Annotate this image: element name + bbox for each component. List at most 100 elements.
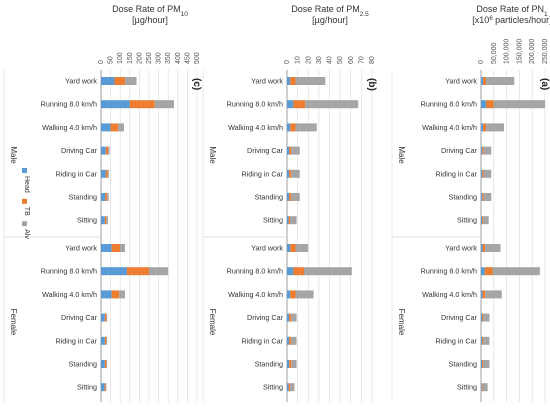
category-label: Yard work <box>65 77 97 86</box>
bar-tb <box>111 290 120 299</box>
tick-label: 70 <box>358 56 365 64</box>
bar-tb <box>293 100 306 109</box>
bar-alv <box>493 100 545 109</box>
bar-tb <box>290 290 296 299</box>
category-label: Driving Car <box>247 146 284 155</box>
tick-label: 50,000 <box>491 42 498 64</box>
group-label: Female <box>397 309 406 336</box>
tick-label: 200 <box>136 52 143 64</box>
bar-tb <box>482 169 484 178</box>
bar-alv <box>120 244 125 252</box>
bar-tb <box>482 146 484 155</box>
bar-tb <box>289 313 292 322</box>
bar-tb <box>482 244 486 252</box>
category-label: Sitting <box>457 383 477 392</box>
tick-label: 50 <box>337 56 344 64</box>
bar-alv <box>291 146 300 155</box>
category-label: Standing <box>255 360 283 369</box>
bar-tb <box>114 77 125 85</box>
bar-alv <box>295 77 326 85</box>
bar-alv <box>154 100 174 109</box>
bar-head <box>481 193 483 201</box>
bar-tb <box>104 313 107 322</box>
bar-alv <box>483 313 490 322</box>
category-label: Driving Car <box>61 146 98 155</box>
category-label: Walking 4.0 km/h <box>228 123 283 132</box>
bar-alv <box>295 244 309 252</box>
tick-label: 450 <box>184 52 191 64</box>
category-label: Walking 4.0 km/h <box>422 290 477 299</box>
bar-head <box>101 290 112 299</box>
bar-tb <box>110 123 119 132</box>
bar-head <box>481 146 483 155</box>
category-label: Walking 4.0 km/h <box>42 123 97 132</box>
category-label: Walking 4.0 km/h <box>228 290 283 299</box>
bar-tb <box>104 360 107 368</box>
bar-tb <box>105 193 108 201</box>
bar-tb <box>481 383 483 392</box>
category-label: Driving Car <box>61 313 98 322</box>
category-label: Driving Car <box>441 313 478 322</box>
bar-tb <box>289 336 292 345</box>
bar-alv <box>125 77 137 85</box>
tick-label: 100 <box>117 52 124 64</box>
bar-tb <box>290 77 296 85</box>
bar-alv <box>483 216 489 225</box>
bar-head <box>287 336 290 345</box>
group-label: Female <box>208 309 217 336</box>
bar-tb <box>484 267 493 276</box>
legend-label: Alv <box>23 229 30 239</box>
category-label: Walking 4.0 km/h <box>422 123 477 132</box>
bar-tb <box>129 100 155 109</box>
bar-head <box>481 169 483 178</box>
bar-head <box>101 216 105 225</box>
tick-label: 350 <box>165 52 172 64</box>
bar-alv <box>485 244 501 252</box>
category-label: Sitting <box>263 216 283 225</box>
chart-unit: [µg/hour] <box>312 15 348 25</box>
legend-swatch-head <box>22 168 27 173</box>
chart-title: Dose Rate of PN1 <box>476 4 548 18</box>
bar-head <box>481 290 483 299</box>
bar-head <box>101 77 115 85</box>
bar-head <box>287 169 290 178</box>
category-label: Standing <box>69 193 97 202</box>
bar-alv <box>291 169 300 178</box>
bar-tb <box>288 216 291 225</box>
bar-alv <box>483 193 492 201</box>
category-label: Running 8.0 km/h <box>227 100 283 109</box>
bar-head <box>101 146 106 155</box>
tick-label: 400 <box>175 52 182 64</box>
bar-tb <box>104 383 106 392</box>
bar-tb <box>104 216 107 225</box>
bar-head <box>287 216 289 225</box>
category-label: Driving Car <box>441 146 478 155</box>
bar-alv <box>118 123 125 132</box>
category-label: Sitting <box>263 383 283 392</box>
legend-label: Head <box>23 176 30 193</box>
category-label: Riding in Car <box>241 169 283 178</box>
tick-label: 250 <box>146 52 153 64</box>
bar-tb <box>290 244 296 252</box>
bar-head <box>287 267 294 276</box>
legend-label: TB <box>23 207 30 216</box>
bar-head <box>481 313 483 322</box>
bar-tb <box>126 267 149 276</box>
bar-alv <box>483 146 492 155</box>
category-label: Standing <box>69 360 97 369</box>
tick-label: 0 <box>478 60 485 64</box>
group-label: Male <box>397 146 406 164</box>
category-label: Yard work <box>445 77 477 86</box>
category-label: Running 8.0 km/h <box>421 100 477 109</box>
bar-head <box>101 383 105 392</box>
bar-head <box>287 244 291 252</box>
category-label: Running 8.0 km/h <box>227 267 283 276</box>
bar-alv <box>485 290 502 299</box>
bar-tb <box>482 360 484 368</box>
tick-label: 60 <box>348 56 355 64</box>
category-label: Standing <box>255 193 283 202</box>
bar-alv <box>486 123 505 132</box>
chart-panel-1: Dose Rate of PM10[µg/hour] 0 50 100 150 200 25… <box>3 4 202 402</box>
bar-alv <box>295 123 317 132</box>
